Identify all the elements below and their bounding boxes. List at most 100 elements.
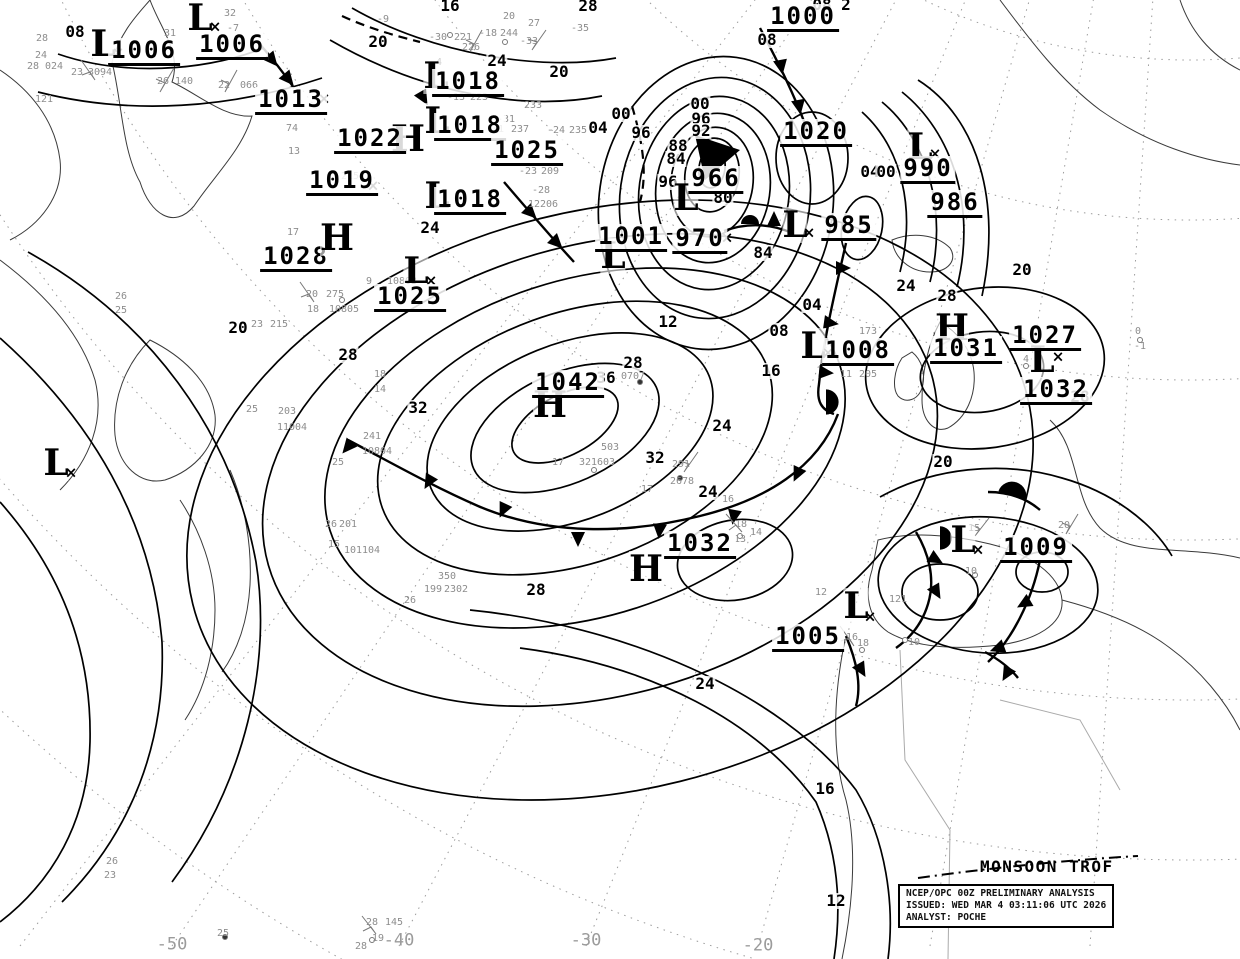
station-value: 215 [269, 319, 289, 330]
station-value: 3094 [87, 67, 113, 78]
station-value: 0 [1134, 326, 1142, 337]
station-value: 18 [373, 369, 387, 380]
station-value: 226 [461, 42, 481, 53]
station-value: 199 [423, 584, 443, 595]
pressure-value-label: 1006 [196, 32, 268, 60]
pressure-value-label: 1001 [595, 224, 667, 252]
station-value: 10804 [361, 446, 393, 457]
isobar-label: 28 [337, 345, 359, 364]
high-center-glyph: H [934, 307, 970, 349]
station-value: 121 [888, 594, 908, 605]
station-value: 206 [539, 199, 559, 210]
wind-barbs [80, 29, 1079, 935]
station-value: 9 [365, 276, 373, 287]
pressure-value-label: 1028 [260, 244, 332, 272]
low-center-glyph: L [782, 204, 808, 246]
pressure-value-label: 1031 [930, 336, 1002, 364]
pressure-value-label: 1025 [491, 138, 563, 166]
pressure-value-label: 1019 [306, 168, 378, 196]
pressure-value-label: 1032 [1020, 377, 1092, 405]
station-value: 235 [568, 125, 588, 136]
pressure-value-label: 1032 [664, 531, 736, 559]
center-cross-marker: × [1051, 347, 1065, 366]
isobar-label: 28 [525, 580, 547, 599]
station-value: 244 [499, 28, 519, 39]
pressure-value-label: 970 [672, 226, 728, 254]
station-value: 503 [600, 442, 620, 453]
isobar-label: 00 [610, 104, 632, 123]
pressure-value-label: 1018 [434, 187, 506, 215]
low-center-glyph: L [843, 585, 869, 627]
station-value: 28 [365, 917, 379, 928]
info-box-title: NCEP/OPC 00Z PRELIMINARY ANALYSIS [906, 888, 1095, 899]
pressure-value-label: 1027 [1009, 323, 1081, 351]
center-cross-marker: × [863, 607, 877, 626]
station-value: -35 [570, 23, 590, 34]
station-value: 20 [502, 11, 516, 22]
station-value: 2678 [669, 476, 695, 487]
isobar-label: 24 [486, 51, 508, 70]
isobar-label: 12 [657, 312, 679, 331]
station-value: -31 [496, 114, 516, 125]
pressure-value-label: 1006 [108, 38, 180, 66]
station-value: 291 [671, 459, 691, 470]
low-center-glyph: L [43, 442, 69, 484]
station-value: 24 [34, 50, 48, 61]
longitude-label: -20 [742, 935, 774, 956]
info-box-analyst: ANALYST: POCHE [906, 911, 987, 923]
station-value: -24 [546, 125, 566, 136]
pressure-value-label: 966 [688, 166, 744, 194]
info-box-issued: ISSUED: WED MAR 4 03:11:06 UTC 2026 [906, 899, 1107, 911]
pressure-value-label: 1020 [780, 119, 852, 147]
pressure-value-label: 1008 [822, 338, 894, 366]
station-value: 15 [327, 539, 341, 550]
isobar-label: 24 [419, 218, 441, 237]
isobar-label: 2 [840, 0, 852, 13]
station-value: 12 [527, 199, 541, 210]
isobar-label: 92 [690, 121, 712, 140]
low-center-glyph: L [187, 0, 213, 39]
station-value: 25 [114, 305, 128, 316]
station-value: -33 [519, 36, 539, 47]
station-value: 26 [105, 856, 119, 867]
station-value: 28 [354, 941, 368, 952]
station-value: 350 [437, 571, 457, 582]
longitude-label: -40 [383, 930, 415, 951]
station-value: 18 [734, 519, 748, 530]
isobar-label: 84 [752, 243, 774, 262]
pressure-value-label: 990 [900, 156, 956, 184]
station-value: 14 [373, 384, 387, 395]
isobar-label: 28 [622, 353, 644, 372]
station-value: 203 [277, 406, 297, 417]
station-value: 26 [156, 76, 170, 87]
isobar-label: 20 [1011, 260, 1033, 279]
station-value: 201 [338, 519, 358, 530]
station-value: 27 [527, 18, 541, 29]
isobar-label: 84 [665, 149, 687, 168]
isobar-label: 08 [64, 22, 86, 41]
station-value: -1 [1133, 341, 1147, 352]
isobar-label: 20 [932, 452, 954, 471]
isobar-label: 20 [548, 62, 570, 81]
station-value: 26 [114, 291, 128, 302]
station-value: 23 [250, 319, 264, 330]
station-value: 121 [34, 94, 54, 105]
front-lines [257, 27, 1042, 707]
isobar-label: 04 [859, 162, 881, 181]
station-value: 11004 [276, 422, 308, 433]
pressure-value-label: 1013 [255, 87, 327, 115]
station-value: 10 [907, 637, 921, 648]
station-value: 28 [26, 61, 40, 72]
station-value: 17 [551, 457, 565, 468]
isobar-label: 16 [439, 0, 461, 15]
station-value: -9 [376, 14, 390, 25]
station-value: 20 [305, 289, 319, 300]
station-value: 275 [325, 289, 345, 300]
longitude-label: -30 [570, 930, 602, 951]
station-value: 173 [858, 326, 878, 337]
isobar-label: 16 [760, 361, 782, 380]
low-center-glyph: L [800, 325, 826, 367]
isobar-label: 08 [756, 30, 778, 49]
